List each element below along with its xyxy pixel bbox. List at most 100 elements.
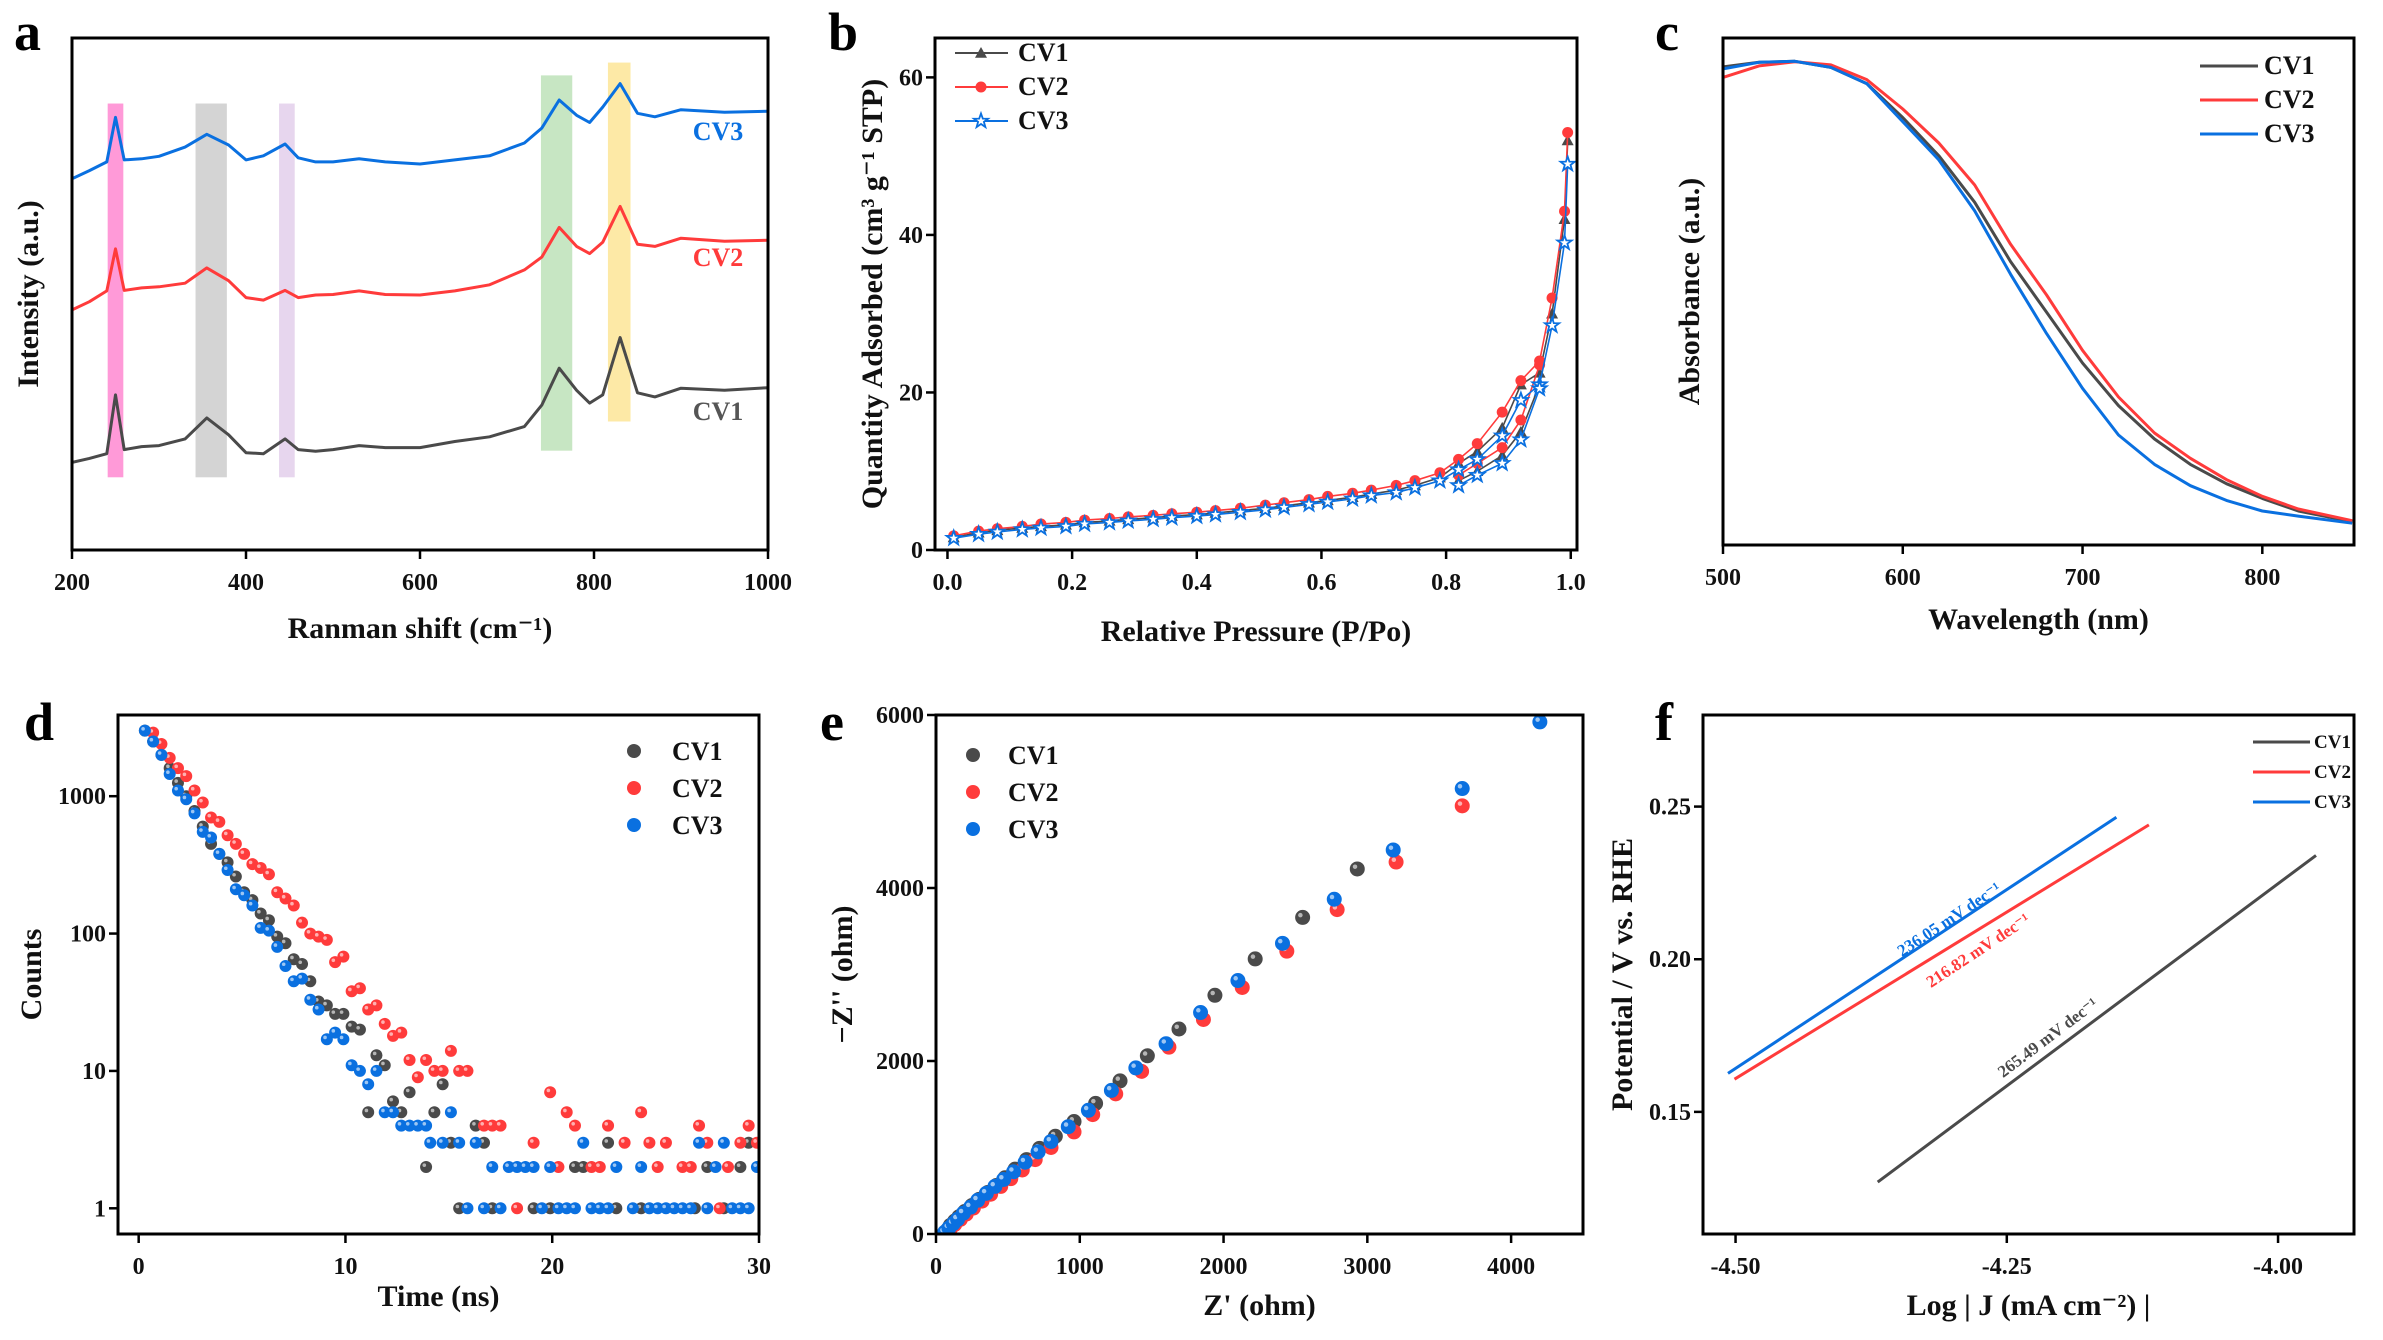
point-highlight (716, 1204, 720, 1209)
data-point-CV3 (262, 924, 275, 937)
point-highlight (232, 872, 236, 877)
data-point-CV3 (1386, 482, 1407, 501)
data-point-CV3 (1205, 504, 1226, 523)
point-highlight (480, 1121, 484, 1126)
data-point-CV1 (1349, 861, 1365, 877)
point-highlight (637, 1108, 642, 1113)
data-point-CV3 (1467, 464, 1487, 484)
data-point-CV1 (734, 1160, 747, 1173)
x-tick-label: 20 (540, 1254, 564, 1280)
point-highlight (166, 764, 170, 769)
point-highlight (422, 1163, 427, 1167)
data-point-CV2 (337, 950, 350, 963)
x-tick-label: 3000 (1343, 1254, 1391, 1280)
data-point-CV3 (387, 1106, 400, 1119)
legend-label: CV1 (2314, 732, 2351, 753)
data-point-CV2 (643, 1136, 656, 1149)
point-highlight (348, 1061, 352, 1066)
point-highlight (1115, 1076, 1121, 1081)
point-highlight (472, 1121, 476, 1126)
point-highlight (232, 840, 236, 844)
point-highlight (439, 1067, 443, 1071)
data-point-CV3 (535, 1202, 548, 1215)
data-point-CV3 (1529, 378, 1550, 397)
point-highlight (455, 1067, 460, 1071)
data-point-CV3 (453, 1136, 466, 1149)
point-highlight (513, 1204, 518, 1209)
data-point-CV3 (943, 527, 964, 547)
point-highlight (273, 943, 278, 947)
data-point-CV1 (602, 1136, 615, 1149)
point-highlight (612, 1163, 617, 1167)
point-highlight (265, 916, 269, 921)
point-highlight (232, 885, 236, 890)
data-point-CV3 (1275, 935, 1291, 951)
y-tick-label: 0.15 (1649, 1100, 1691, 1126)
point-highlight (1174, 1024, 1179, 1029)
point-highlight (381, 1020, 385, 1024)
point-highlight (604, 1139, 609, 1143)
data-point-CV2 (1546, 292, 1558, 304)
point-highlight (199, 828, 203, 832)
point-highlight (596, 1204, 600, 1209)
data-point-CV3 (1255, 499, 1276, 519)
point-highlight (372, 1051, 377, 1056)
point-highlight (223, 831, 228, 836)
point-highlight (521, 1163, 526, 1167)
highlight-band (607, 62, 631, 422)
point-highlight (397, 1121, 402, 1126)
data-point-CV3 (1031, 517, 1051, 537)
point-highlight (422, 1056, 427, 1061)
data-point-CV3 (1430, 470, 1450, 490)
point-highlight (265, 870, 269, 875)
x-tick-label: 0.6 (1306, 570, 1336, 596)
point-highlight (215, 818, 220, 822)
panel-e: e 0 1000 2000 3000 4000 0 2000 4000 6000 Z' (ohm) −… (820, 692, 1585, 1322)
data-point-CV1 (362, 1106, 375, 1119)
data-point-CV3 (477, 1202, 490, 1215)
x-tick-label: -4.25 (1982, 1254, 2032, 1280)
point-highlight (736, 1204, 741, 1209)
point-highlight (1106, 1085, 1112, 1091)
y-axis-label: Absorbance (a.u.) (1673, 178, 1706, 406)
data-point-CV2 (560, 1106, 573, 1119)
point-highlight (1352, 864, 1358, 869)
point-highlight (273, 888, 278, 893)
x-tick-label: 1.0 (1556, 570, 1586, 596)
data-point-CV3 (461, 1202, 474, 1215)
data-point-CV3 (271, 940, 284, 953)
point-highlight (430, 1108, 435, 1113)
panel-c: c 500 600 700 800 Wavelength (nm) Absorbance (… (1655, 2, 2356, 636)
point-highlight (439, 1139, 443, 1143)
data-point-CV3 (205, 831, 218, 844)
x-tick-label: 0.8 (1431, 570, 1461, 596)
data-point-CV3 (436, 1136, 449, 1149)
data-point-CV3 (1448, 459, 1469, 478)
data-point-CV2 (411, 1071, 424, 1084)
data-point-CV2 (734, 1136, 747, 1149)
panel-letter: d (24, 692, 54, 752)
data-point-CV1 (1139, 1048, 1155, 1064)
point-highlight (966, 1202, 971, 1208)
plot-area (943, 127, 1577, 547)
point-highlight (281, 939, 286, 944)
data-point-CV3 (1342, 488, 1363, 508)
data-point-CV2 (684, 1160, 697, 1173)
plot-frame (1721, 36, 2356, 547)
point-highlight (265, 927, 269, 931)
point-highlight (273, 933, 278, 937)
point-highlight (182, 795, 187, 800)
plot-area (1723, 59, 2353, 525)
data-point-CV2 (750, 1136, 759, 1149)
legend-marker (975, 47, 987, 58)
data-point-CV2 (196, 796, 209, 809)
x-tick-label: 0 (930, 1254, 942, 1280)
data-point-CV2 (262, 868, 275, 881)
highlight-band (540, 75, 573, 451)
point-highlight (281, 962, 286, 967)
data-point-CV3 (296, 972, 309, 985)
data-point-CV2 (544, 1086, 557, 1099)
point-highlight (397, 1029, 402, 1033)
data-point-CV3 (180, 793, 193, 806)
point-highlight (745, 1121, 749, 1126)
